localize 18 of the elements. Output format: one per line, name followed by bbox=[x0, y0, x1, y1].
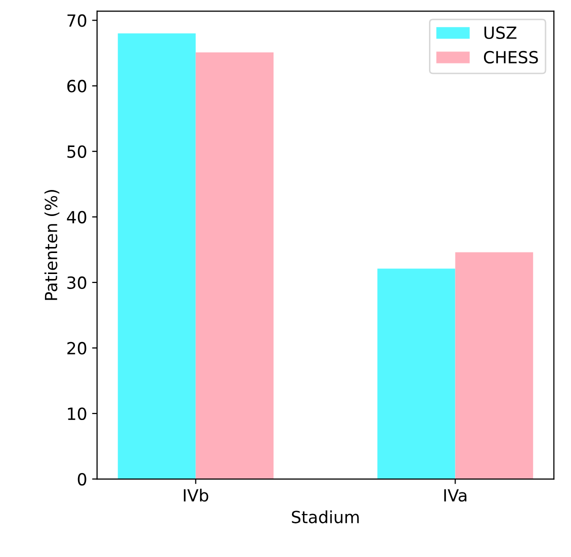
y-tick-label: 50 bbox=[67, 145, 86, 158]
bar bbox=[196, 52, 274, 480]
bar bbox=[118, 33, 196, 480]
y-tick-label: 20 bbox=[67, 342, 86, 355]
x-axis-title: Stadium bbox=[292, 510, 359, 524]
bar bbox=[455, 252, 534, 480]
y-tick-label: 30 bbox=[67, 276, 86, 289]
y-tick-label: 70 bbox=[68, 14, 86, 27]
y-tick-label: 40 bbox=[66, 210, 86, 224]
y-axis-title: Patienten (%) bbox=[44, 190, 60, 300]
x-tick-label: IVb bbox=[184, 488, 208, 502]
y-tick-label: 10 bbox=[68, 407, 86, 420]
y-tick-label: 60 bbox=[67, 80, 86, 92]
legend-label: CHESS bbox=[484, 50, 538, 64]
legend-label: USZ bbox=[484, 26, 516, 40]
y-tick-label: 0 bbox=[78, 472, 86, 486]
x-tick-label: IVa bbox=[444, 489, 466, 502]
bar bbox=[377, 268, 456, 480]
